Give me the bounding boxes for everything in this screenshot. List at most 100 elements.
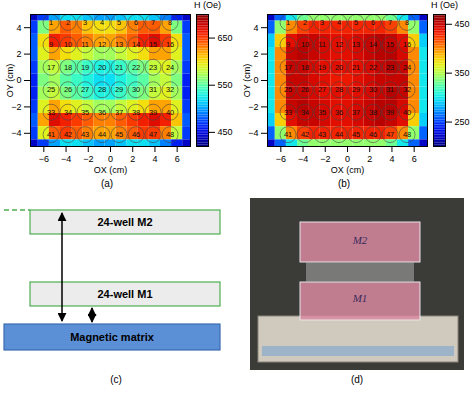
svg-text:25: 25	[47, 85, 55, 94]
svg-text:M1: M1	[352, 292, 368, 304]
svg-text:15: 15	[149, 40, 157, 49]
svg-text:27: 27	[318, 85, 326, 94]
svg-text:3: 3	[320, 18, 324, 27]
svg-text:9: 9	[49, 40, 53, 49]
svg-text:2: 2	[253, 49, 258, 59]
svg-text:0: 0	[345, 154, 350, 164]
svg-text:8: 8	[168, 18, 172, 27]
svg-text:20: 20	[335, 63, 343, 72]
svg-text:8: 8	[405, 18, 409, 27]
svg-text:44: 44	[335, 130, 343, 139]
svg-text:32: 32	[166, 85, 174, 94]
svg-text:14: 14	[369, 40, 377, 49]
svg-text:−2: −2	[83, 154, 93, 164]
svg-text:2: 2	[367, 154, 372, 164]
svg-text:4: 4	[389, 154, 394, 164]
svg-text:7: 7	[151, 18, 155, 27]
svg-text:38: 38	[369, 108, 377, 117]
svg-text:14: 14	[132, 40, 140, 49]
svg-text:48: 48	[403, 130, 411, 139]
svg-text:43: 43	[318, 130, 326, 139]
svg-text:36: 36	[335, 108, 343, 117]
svg-text:550: 550	[218, 80, 233, 90]
svg-text:4: 4	[253, 23, 258, 33]
svg-text:41: 41	[284, 130, 292, 139]
svg-text:24: 24	[403, 63, 411, 72]
svg-text:6: 6	[134, 18, 138, 27]
svg-text:43: 43	[81, 130, 89, 139]
svg-text:4: 4	[152, 154, 157, 164]
svg-text:−2: −2	[320, 154, 330, 164]
svg-text:10: 10	[64, 40, 72, 49]
svg-text:7: 7	[388, 18, 392, 27]
svg-text:6: 6	[371, 18, 375, 27]
svg-text:12: 12	[335, 40, 343, 49]
svg-text:11: 11	[81, 40, 89, 49]
svg-text:41: 41	[47, 130, 55, 139]
svg-text:2: 2	[303, 18, 307, 27]
svg-text:−2: −2	[248, 102, 258, 112]
svg-text:33: 33	[284, 108, 292, 117]
svg-text:17: 17	[47, 63, 55, 72]
svg-text:1: 1	[49, 18, 53, 27]
svg-text:37: 37	[352, 108, 360, 117]
svg-text:OY (cm): OY (cm)	[5, 64, 15, 97]
svg-text:31: 31	[149, 85, 157, 94]
svg-text:34: 34	[301, 108, 309, 117]
svg-text:−6: −6	[39, 154, 49, 164]
svg-text:15: 15	[386, 40, 394, 49]
svg-text:47: 47	[386, 130, 394, 139]
svg-text:5: 5	[354, 18, 358, 27]
svg-text:−4: −4	[61, 154, 71, 164]
svg-text:33: 33	[47, 108, 55, 117]
svg-text:28: 28	[98, 85, 106, 94]
svg-text:32: 32	[403, 85, 411, 94]
svg-text:23: 23	[149, 63, 157, 72]
svg-text:16: 16	[403, 40, 411, 49]
svg-text:OX (cm): OX (cm)	[94, 165, 128, 175]
svg-text:46: 46	[369, 130, 377, 139]
svg-text:2: 2	[130, 154, 135, 164]
svg-text:35: 35	[81, 108, 89, 117]
svg-text:16: 16	[166, 40, 174, 49]
svg-text:36: 36	[98, 108, 106, 117]
svg-text:27: 27	[81, 85, 89, 94]
svg-text:45: 45	[115, 130, 123, 139]
svg-text:9: 9	[286, 40, 290, 49]
svg-text:42: 42	[64, 130, 72, 139]
svg-text:46: 46	[132, 130, 140, 139]
svg-text:2: 2	[66, 18, 70, 27]
svg-text:39: 39	[386, 108, 394, 117]
svg-text:450: 450	[455, 19, 470, 29]
svg-text:40: 40	[403, 108, 411, 117]
svg-text:25: 25	[284, 85, 292, 94]
svg-text:Magnetic matrix: Magnetic matrix	[70, 331, 155, 343]
svg-text:−4: −4	[11, 128, 21, 138]
svg-text:0: 0	[108, 154, 113, 164]
svg-text:11: 11	[318, 40, 326, 49]
svg-text:24-well M1: 24-well M1	[97, 288, 152, 300]
svg-text:35: 35	[318, 108, 326, 117]
svg-text:24: 24	[166, 63, 174, 72]
svg-text:6: 6	[175, 154, 180, 164]
svg-text:350: 350	[455, 68, 470, 78]
svg-text:−6: −6	[276, 154, 286, 164]
svg-text:47: 47	[149, 130, 157, 139]
svg-text:29: 29	[352, 85, 360, 94]
svg-text:19: 19	[318, 63, 326, 72]
svg-text:29: 29	[115, 85, 123, 94]
svg-text:6: 6	[412, 154, 417, 164]
svg-text:34: 34	[64, 108, 72, 117]
svg-text:38: 38	[132, 108, 140, 117]
svg-text:31: 31	[386, 85, 394, 94]
svg-text:650: 650	[218, 33, 233, 43]
svg-text:1: 1	[286, 18, 290, 27]
svg-text:28: 28	[335, 85, 343, 94]
svg-text:450: 450	[218, 127, 233, 137]
svg-text:26: 26	[301, 85, 309, 94]
svg-text:23: 23	[386, 63, 394, 72]
svg-text:40: 40	[166, 108, 174, 117]
svg-text:4: 4	[337, 18, 341, 27]
svg-text:20: 20	[98, 63, 106, 72]
svg-text:42: 42	[301, 130, 309, 139]
